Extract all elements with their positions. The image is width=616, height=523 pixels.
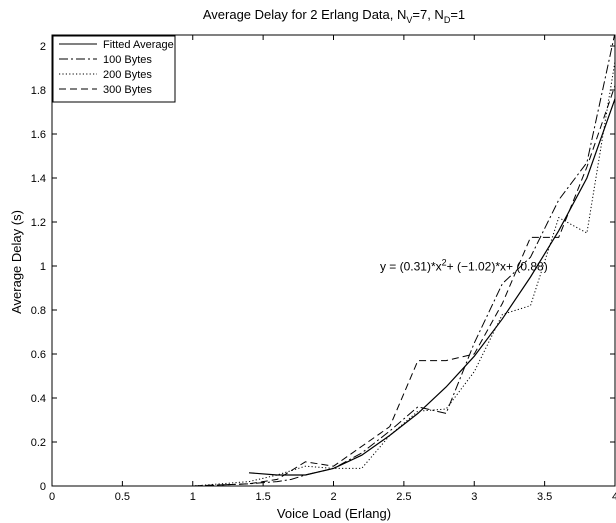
legend: Fitted Average 100 Bytes 200 Bytes 300 Byte… <box>52 35 176 103</box>
fit-equation-annotation: y = (0.31)*x2+ (−1.02)*x+ (0.88) <box>380 257 548 273</box>
y-tick-label: 0 <box>40 481 46 493</box>
series-line-fitted-average <box>248 98 615 476</box>
x-tick-label: 3 <box>471 491 477 503</box>
x-tick-label: 0 <box>49 491 55 503</box>
y-tick-label: 1.2 <box>31 217 46 229</box>
y-tick-label: 1 <box>40 261 46 273</box>
series-line-300-bytes <box>52 85 615 486</box>
y-tick-label: 1.8 <box>31 85 46 97</box>
x-tick-label: 3.5 <box>537 491 552 503</box>
y-tick-label: 1.6 <box>31 129 46 141</box>
series-layer <box>52 35 615 486</box>
x-tick-label: 1.5 <box>255 491 270 503</box>
y-axis-label: Average Delay (s) <box>9 210 24 314</box>
legend-label: 300 Bytes <box>103 84 152 96</box>
series-line-200-bytes <box>52 61 615 486</box>
y-axis: 0 0.2 0.4 0.6 0.8 1 1.2 1.4 1.6 1.8 2 <box>31 41 615 493</box>
y-tick-label: 2 <box>40 41 46 53</box>
x-axis-label: Voice Load (Erlang) <box>277 506 391 521</box>
x-tick-label: 1 <box>190 491 196 503</box>
legend-label: Fitted Average <box>103 39 174 51</box>
x-axis: 0 0.5 1 1.5 2 2.5 3 3.5 4 <box>49 35 616 503</box>
x-tick-label: 2 <box>330 491 336 503</box>
legend-box <box>52 35 176 103</box>
x-tick-label: 0.5 <box>115 491 130 503</box>
legend-label: 200 Bytes <box>103 69 152 81</box>
y-tick-label: 0.6 <box>31 349 46 361</box>
y-tick-label: 0.8 <box>31 305 46 317</box>
legend-label: 100 Bytes <box>103 54 152 66</box>
y-tick-label: 0.4 <box>31 393 46 405</box>
series-line-100-bytes <box>52 35 615 486</box>
x-tick-label: 4 <box>612 491 616 503</box>
y-tick-label: 1.4 <box>31 173 46 185</box>
chart-title: Average Delay for 2 Erlang Data, NV=7, N… <box>203 7 465 25</box>
x-tick-label: 2.5 <box>396 491 411 503</box>
y-tick-label: 0.2 <box>31 437 46 449</box>
